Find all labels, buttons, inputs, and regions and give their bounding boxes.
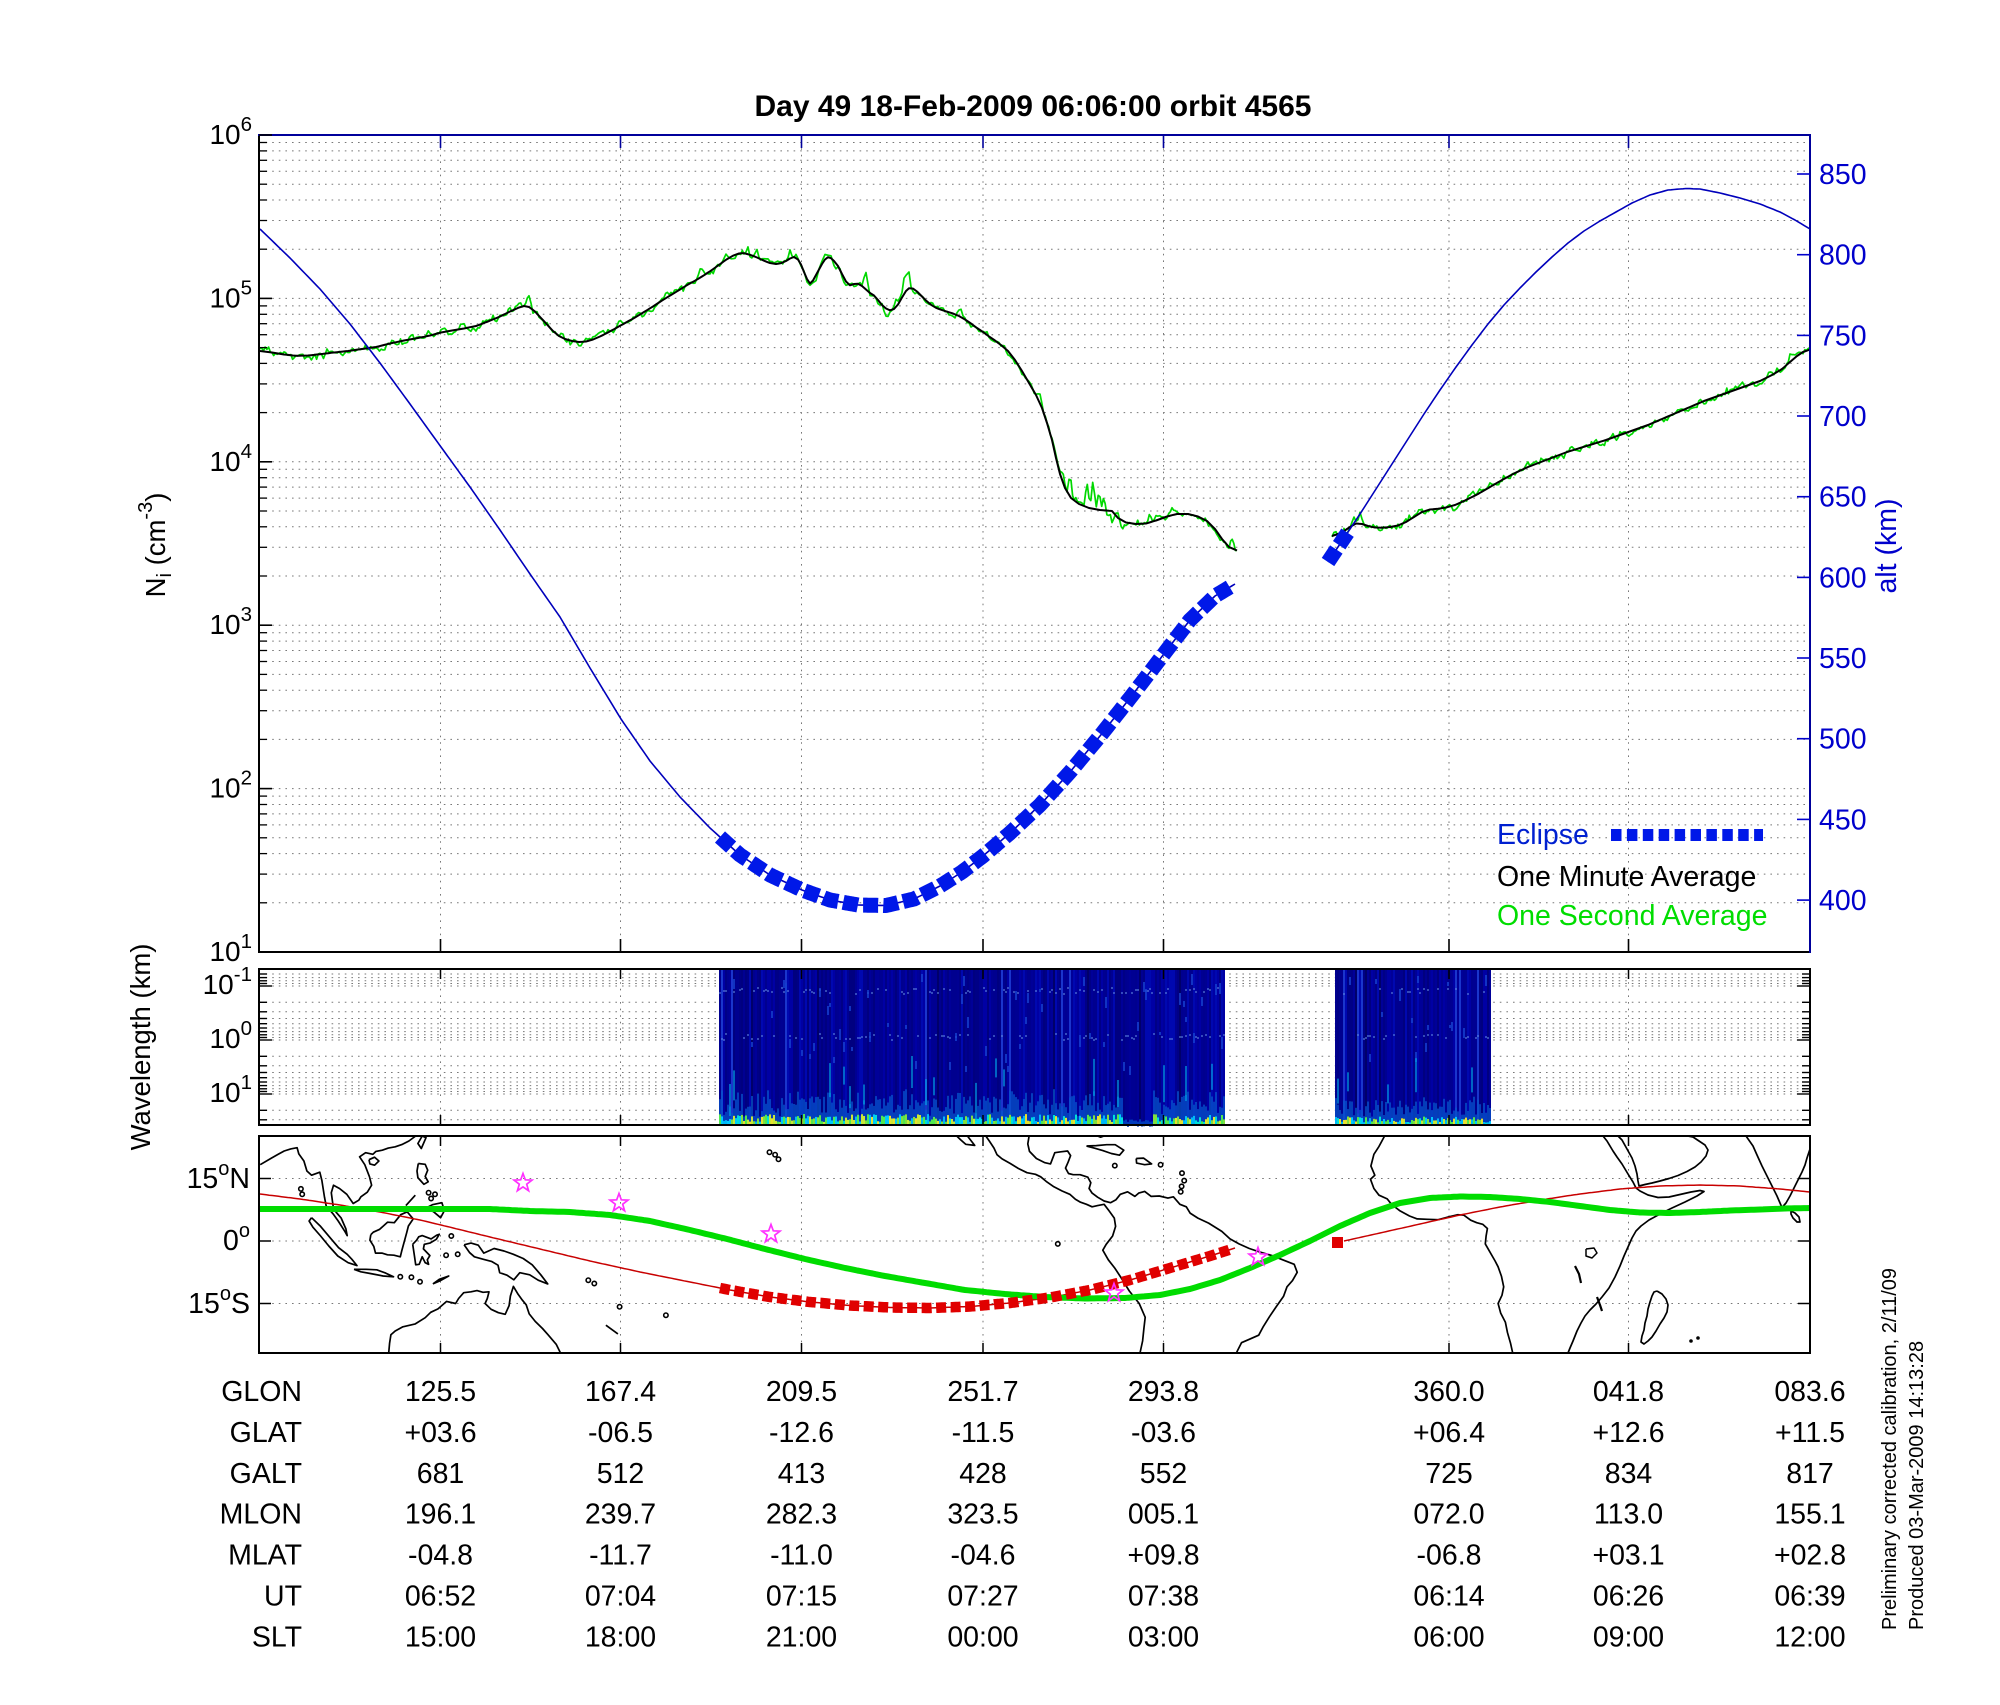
- svg-text:512: 512: [597, 1458, 645, 1490]
- svg-text:Produced 03-Mar-2009 14:13:28: Produced 03-Mar-2009 14:13:28: [1906, 1341, 1928, 1630]
- svg-text:-04.8: -04.8: [408, 1540, 473, 1572]
- svg-text:One Minute Average: One Minute Average: [1497, 861, 1756, 893]
- svg-text:413: 413: [778, 1458, 826, 1490]
- svg-text:06:14: 06:14: [1413, 1581, 1484, 1613]
- svg-text:450: 450: [1819, 804, 1867, 836]
- svg-text:18:00: 18:00: [585, 1621, 656, 1653]
- svg-text:817: 817: [1786, 1458, 1834, 1490]
- svg-text:alt (km): alt (km): [1871, 499, 1903, 594]
- svg-text:+11.5: +11.5: [1775, 1417, 1845, 1449]
- svg-text:360.0: 360.0: [1413, 1376, 1484, 1408]
- svg-text:15:00: 15:00: [405, 1621, 476, 1653]
- svg-text:113.0: 113.0: [1594, 1499, 1663, 1531]
- svg-text:07:38: 07:38: [1128, 1581, 1199, 1613]
- svg-text:800: 800: [1819, 240, 1867, 272]
- svg-text:-04.6: -04.6: [951, 1540, 1016, 1572]
- svg-text:MLAT: MLAT: [228, 1540, 302, 1572]
- svg-text:072.0: 072.0: [1413, 1499, 1484, 1531]
- svg-text:155.1: 155.1: [1774, 1499, 1845, 1531]
- svg-text:03:00: 03:00: [1128, 1621, 1199, 1653]
- svg-text:834: 834: [1605, 1458, 1653, 1490]
- svg-text:681: 681: [417, 1458, 465, 1490]
- svg-text:750: 750: [1819, 320, 1867, 352]
- svg-text:125.5: 125.5: [405, 1376, 476, 1408]
- svg-text:UT: UT: [264, 1581, 302, 1613]
- svg-text:06:00: 06:00: [1413, 1621, 1484, 1653]
- svg-text:+12.6: +12.6: [1592, 1417, 1664, 1449]
- svg-text:MLON: MLON: [220, 1499, 302, 1531]
- svg-text:06:52: 06:52: [405, 1581, 476, 1613]
- svg-text:09:00: 09:00: [1593, 1621, 1664, 1653]
- svg-text:+09.8: +09.8: [1127, 1540, 1199, 1572]
- svg-text:005.1: 005.1: [1128, 1499, 1199, 1531]
- svg-text:400: 400: [1819, 885, 1867, 917]
- svg-text:500: 500: [1819, 724, 1867, 756]
- svg-text:One Second Average: One Second Average: [1497, 900, 1767, 932]
- svg-text:323.5: 323.5: [947, 1499, 1018, 1531]
- svg-text:282.3: 282.3: [766, 1499, 837, 1531]
- svg-text:600: 600: [1819, 562, 1867, 594]
- svg-text:167.4: 167.4: [585, 1376, 656, 1408]
- svg-text:+03.6: +03.6: [404, 1417, 476, 1449]
- svg-text:550: 550: [1819, 643, 1867, 675]
- svg-text:SLT: SLT: [252, 1621, 302, 1653]
- svg-text:06:26: 06:26: [1593, 1581, 1664, 1613]
- svg-text:Wavelength (km): Wavelength (km): [125, 944, 156, 1151]
- svg-text:Day 49 18-Feb-2009 06:06:00: Day 49 18-Feb-2009 06:06:00 orbit 4565: [755, 90, 1312, 123]
- svg-text:07:27: 07:27: [947, 1581, 1018, 1613]
- svg-text:428: 428: [959, 1458, 1007, 1490]
- svg-text:+06.4: +06.4: [1413, 1417, 1485, 1449]
- svg-text:21:00: 21:00: [766, 1621, 837, 1653]
- svg-text:-11.5: -11.5: [952, 1417, 1015, 1449]
- svg-text:Preliminary corrected calibrat: Preliminary corrected calibration, 2/11/…: [1879, 1268, 1901, 1630]
- svg-text:GLON: GLON: [221, 1376, 302, 1408]
- svg-text:GALT: GALT: [230, 1458, 302, 1490]
- svg-text:293.8: 293.8: [1128, 1376, 1199, 1408]
- svg-text:07:15: 07:15: [766, 1581, 837, 1613]
- svg-text:700: 700: [1819, 401, 1867, 433]
- svg-text:725: 725: [1425, 1458, 1473, 1490]
- svg-text:-06.5: -06.5: [588, 1417, 653, 1449]
- svg-text:12:00: 12:00: [1774, 1621, 1845, 1653]
- svg-text:552: 552: [1140, 1458, 1188, 1490]
- svg-text:GLAT: GLAT: [230, 1417, 302, 1449]
- svg-text:650: 650: [1819, 482, 1867, 514]
- svg-text:06:39: 06:39: [1774, 1581, 1845, 1613]
- svg-text:10-1: 10-1: [203, 963, 252, 1000]
- svg-text:00:00: 00:00: [947, 1621, 1018, 1653]
- svg-text:-11.7: -11.7: [589, 1540, 652, 1572]
- svg-text:239.7: 239.7: [585, 1499, 656, 1531]
- svg-text:850: 850: [1819, 159, 1867, 191]
- svg-text:+03.1: +03.1: [1592, 1540, 1664, 1572]
- svg-text:083.6: 083.6: [1774, 1376, 1845, 1408]
- svg-text:-06.8: -06.8: [1417, 1540, 1482, 1572]
- svg-text:-11.0: -11.0: [770, 1540, 833, 1572]
- svg-text:+02.8: +02.8: [1774, 1540, 1846, 1572]
- svg-text:209.5: 209.5: [766, 1376, 837, 1408]
- svg-text:15oS: 15oS: [188, 1283, 250, 1320]
- svg-text:Eclipse: Eclipse: [1497, 819, 1589, 851]
- svg-text:-03.6: -03.6: [1131, 1417, 1196, 1449]
- svg-text:196.1: 196.1: [405, 1499, 476, 1531]
- svg-text:251.7: 251.7: [947, 1376, 1018, 1408]
- svg-text:-12.6: -12.6: [769, 1417, 834, 1449]
- svg-text:041.8: 041.8: [1593, 1376, 1664, 1408]
- svg-text:07:04: 07:04: [585, 1581, 656, 1613]
